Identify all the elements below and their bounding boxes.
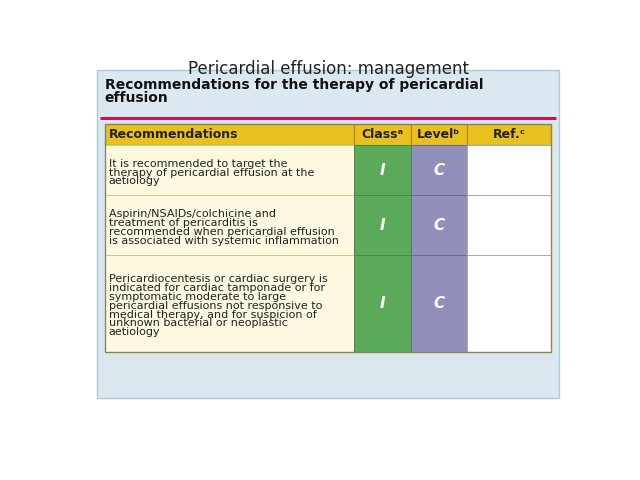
Text: C: C <box>433 296 445 311</box>
Text: Recommendations for the therapy of pericardial: Recommendations for the therapy of peric… <box>105 78 483 92</box>
Text: It is recommended to target the: It is recommended to target the <box>109 159 287 168</box>
Text: Pericardiocentesis or cardiac surgery is: Pericardiocentesis or cardiac surgery is <box>109 274 328 284</box>
Text: symptomatic moderate to large: symptomatic moderate to large <box>109 292 286 302</box>
Text: recommended when pericardial effusion: recommended when pericardial effusion <box>109 227 335 237</box>
FancyBboxPatch shape <box>105 195 354 255</box>
Text: C: C <box>433 218 445 233</box>
FancyBboxPatch shape <box>467 124 551 145</box>
Text: Levelᵇ: Levelᵇ <box>417 128 461 141</box>
Text: Ref.ᶜ: Ref.ᶜ <box>493 128 525 141</box>
Text: Classᵃ: Classᵃ <box>361 128 403 141</box>
FancyBboxPatch shape <box>105 124 354 145</box>
FancyBboxPatch shape <box>411 255 467 352</box>
Text: aetiology: aetiology <box>109 327 160 337</box>
FancyBboxPatch shape <box>105 255 354 352</box>
Text: Recommendations: Recommendations <box>109 128 238 141</box>
Text: I: I <box>380 163 385 178</box>
FancyBboxPatch shape <box>354 145 411 195</box>
Text: is associated with systemic inflammation: is associated with systemic inflammation <box>109 236 339 246</box>
Text: Pericardial effusion: management: Pericardial effusion: management <box>188 60 468 78</box>
Text: effusion: effusion <box>105 91 168 105</box>
Text: C: C <box>433 163 445 178</box>
FancyBboxPatch shape <box>354 124 411 145</box>
Text: I: I <box>380 296 385 311</box>
Text: treatment of pericarditis is: treatment of pericarditis is <box>109 218 257 228</box>
FancyBboxPatch shape <box>411 124 467 145</box>
Text: I: I <box>380 218 385 233</box>
Text: unknown bacterial or neoplastic: unknown bacterial or neoplastic <box>109 318 287 328</box>
Text: medical therapy, and for suspicion of: medical therapy, and for suspicion of <box>109 310 316 320</box>
FancyBboxPatch shape <box>467 255 551 352</box>
Text: indicated for cardiac tamponade or for: indicated for cardiac tamponade or for <box>109 283 324 293</box>
FancyBboxPatch shape <box>354 255 411 352</box>
FancyBboxPatch shape <box>97 70 559 398</box>
FancyBboxPatch shape <box>467 145 551 195</box>
Text: therapy of pericardial effusion at the: therapy of pericardial effusion at the <box>109 168 314 178</box>
Text: Aspirin/NSAIDs/colchicine and: Aspirin/NSAIDs/colchicine and <box>109 209 276 219</box>
Text: pericardial effusions not responsive to: pericardial effusions not responsive to <box>109 301 322 311</box>
FancyBboxPatch shape <box>467 195 551 255</box>
FancyBboxPatch shape <box>354 195 411 255</box>
FancyBboxPatch shape <box>105 145 354 195</box>
Text: aetiology: aetiology <box>109 176 160 186</box>
FancyBboxPatch shape <box>411 195 467 255</box>
FancyBboxPatch shape <box>411 145 467 195</box>
